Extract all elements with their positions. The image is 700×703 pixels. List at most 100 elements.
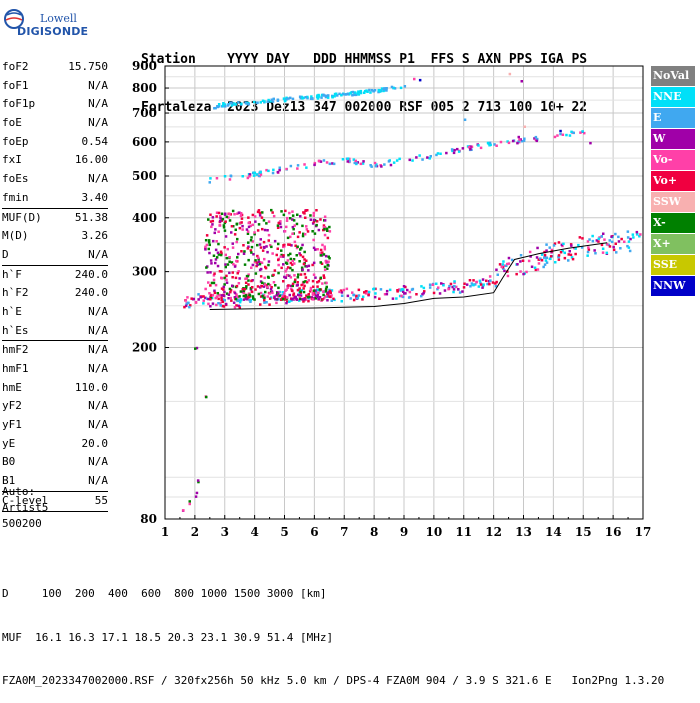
echo-point: [561, 249, 564, 253]
x-tick-label: 15: [575, 525, 592, 539]
echo-point: [478, 279, 482, 283]
echo-point: [290, 289, 294, 292]
echo-point: [270, 290, 274, 293]
echo-point: [205, 297, 209, 300]
echo-point: [367, 293, 370, 296]
echo-point: [306, 295, 310, 299]
echo-point: [215, 240, 218, 243]
echo-point: [247, 283, 250, 286]
echo-point: [296, 164, 300, 167]
echo-point: [296, 288, 300, 292]
echo-point: [268, 303, 271, 306]
echo-point: [472, 283, 475, 287]
echo-point: [302, 262, 306, 266]
echo-point: [270, 98, 273, 101]
echo-point: [281, 291, 285, 294]
echo-point: [469, 147, 472, 151]
echo-point: [351, 94, 354, 97]
echo-point: [210, 225, 213, 229]
param-row: B0 N/A: [2, 453, 108, 472]
echo-point: [353, 93, 356, 97]
echo-point: [318, 296, 322, 299]
echo-point: [287, 97, 290, 100]
echo-point: [291, 97, 295, 101]
echo-point: [223, 276, 226, 280]
echo-point: [398, 157, 401, 161]
echo-point: [259, 101, 262, 104]
echo-point: [521, 259, 525, 262]
echo-point: [303, 163, 306, 166]
echo-point: [227, 293, 231, 296]
echo-point: [259, 173, 263, 176]
echo-point: [205, 395, 208, 399]
echo-point: [494, 285, 498, 288]
echo-point: [568, 134, 572, 137]
echo-point: [230, 261, 234, 264]
echo-point: [453, 148, 456, 152]
echo-point: [324, 287, 328, 291]
echo-point: [500, 265, 503, 268]
echo-point: [210, 262, 213, 265]
echo-point: [216, 292, 219, 295]
param-row: hmE 110.0: [2, 379, 108, 398]
echo-point: [237, 282, 241, 285]
echo-point: [221, 104, 225, 107]
echo-point: [312, 285, 315, 288]
echo-point: [304, 209, 307, 212]
echo-point: [219, 220, 222, 223]
echo-point: [278, 294, 281, 297]
echo-point: [326, 291, 330, 295]
echo-point: [299, 215, 302, 218]
param-label: yE: [2, 436, 16, 450]
echo-point: [216, 264, 220, 268]
echo-point: [220, 219, 223, 222]
echo-point: [436, 152, 440, 155]
echo-point: [228, 212, 231, 216]
echo-point: [267, 282, 270, 286]
echo-point: [528, 250, 532, 254]
echo-point: [294, 244, 297, 247]
echo-point: [361, 162, 365, 165]
legend-item-w: W: [651, 129, 695, 149]
echo-point: [262, 240, 266, 244]
echo-point: [309, 286, 313, 290]
echo-point: [542, 265, 545, 269]
echo-point: [283, 298, 287, 301]
echo-point: [536, 268, 540, 271]
param-row: M(D) 3.26: [2, 227, 108, 246]
param-label: B1: [2, 474, 16, 488]
echo-point: [614, 232, 617, 236]
echo-point: [202, 299, 205, 302]
echo-point: [247, 241, 250, 244]
echo-point: [339, 289, 343, 292]
echo-point: [217, 103, 221, 106]
param-row: foF1p N/A: [2, 95, 108, 114]
echo-point: [458, 291, 462, 294]
echo-point: [401, 288, 405, 291]
echo-point: [306, 95, 309, 99]
echo-point: [229, 290, 232, 294]
echo-point: [230, 104, 234, 107]
echo-point: [332, 162, 336, 166]
echo-point: [563, 251, 566, 255]
echo-point: [323, 265, 327, 269]
echo-point: [443, 289, 447, 292]
echo-point: [374, 164, 378, 168]
echo-point: [445, 151, 448, 155]
echo-point: [288, 300, 291, 303]
echo-point: [259, 238, 262, 241]
echo-point: [529, 255, 532, 258]
echo-point: [239, 212, 243, 215]
echo-point: [488, 275, 492, 278]
echo-point: [310, 95, 313, 98]
echo-point: [321, 251, 324, 254]
echo-point: [271, 211, 274, 214]
echo-point: [277, 221, 280, 225]
echo-point: [261, 294, 264, 298]
echo-point: [319, 261, 322, 264]
echo-point: [237, 304, 240, 308]
echo-point: [246, 232, 250, 235]
echo-point: [303, 212, 306, 215]
echo-point: [281, 298, 285, 301]
echo-point: [298, 287, 301, 290]
